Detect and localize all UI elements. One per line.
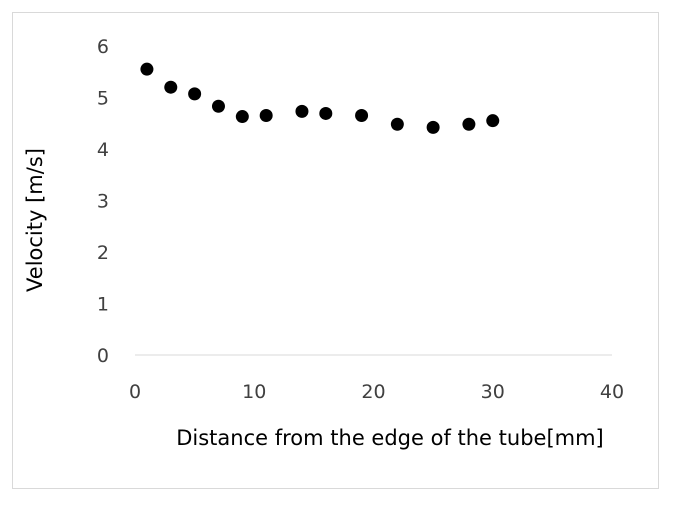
x-tick-label: 20 [361, 381, 385, 403]
x-tick-label: 30 [481, 381, 505, 403]
data-point [426, 120, 440, 134]
x-tick-labels: 0 10 20 30 40 [129, 381, 624, 403]
y-tick-label: 0 [97, 345, 109, 367]
data-point [390, 117, 404, 131]
y-tick-label: 3 [97, 191, 109, 213]
data-point [295, 104, 309, 118]
data-point [319, 106, 333, 120]
x-axis-title: Distance from the edge of the tube[mm] [176, 426, 604, 450]
data-point [164, 80, 178, 94]
data-point [462, 117, 476, 131]
data-points [140, 62, 500, 134]
data-point [355, 109, 369, 123]
data-point [211, 99, 225, 113]
y-axis-title: Velocity [m/s] [23, 148, 47, 292]
x-tick-label: 40 [600, 381, 624, 403]
data-point [188, 87, 202, 101]
y-tick-label: 4 [97, 139, 109, 161]
y-tick-label: 1 [97, 294, 109, 316]
data-point [259, 109, 273, 123]
x-tick-label: 0 [129, 381, 141, 403]
y-tick-label: 6 [97, 36, 109, 58]
x-tick-label: 10 [242, 381, 266, 403]
data-point [486, 114, 500, 128]
data-point [140, 62, 154, 76]
y-tick-label: 5 [97, 88, 109, 110]
y-tick-label: 2 [97, 242, 109, 264]
y-tick-labels: 0 1 2 3 4 5 6 [97, 36, 109, 367]
chart-area [12, 12, 659, 489]
data-point [235, 110, 249, 124]
